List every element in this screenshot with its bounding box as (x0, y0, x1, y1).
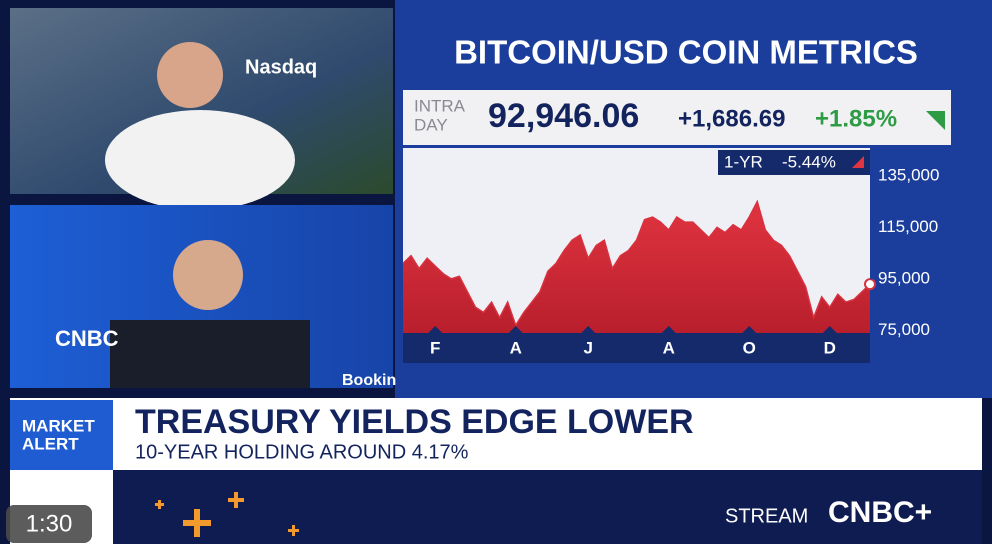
decoration (155, 492, 299, 537)
guest-suit (110, 320, 310, 388)
anchor-shirt (105, 110, 295, 210)
y-axis: 75,000 95,000 115,000 135,000 (870, 165, 939, 339)
x-tick-label: J (583, 338, 592, 357)
alert-tag: MARKET (22, 416, 95, 435)
time-badge (6, 505, 92, 543)
alert-tag: ALERT (22, 434, 79, 453)
stream-label: STREAM (725, 505, 808, 527)
x-tick (822, 326, 837, 333)
video-logo: CNBC (55, 326, 119, 351)
alert-tag-box (10, 400, 113, 470)
x-tick-label: A (510, 338, 522, 357)
quote-label: DAY (414, 115, 448, 134)
guest-head (173, 240, 243, 310)
plot (402, 199, 876, 333)
brand: CNBC+ (828, 496, 932, 529)
x-axis-band (403, 333, 870, 363)
quote-change: +1,686.69 (678, 105, 785, 132)
x-tick (428, 326, 443, 333)
y-tick-label: 135,000 (878, 165, 939, 184)
x-tick (661, 326, 676, 333)
video-logo: Nasdaq (245, 56, 317, 78)
area (403, 201, 870, 333)
chart-title: BITCOIN/USD COIN METRICS (454, 34, 918, 71)
quote-label: INTRA (414, 96, 466, 115)
x-tick-label: O (743, 338, 756, 357)
headline: TREASURY YIELDS EDGE LOWER (135, 403, 694, 441)
anchor-head (157, 42, 223, 108)
down-arrow (852, 156, 864, 168)
y-tick-label: 115,000 (878, 217, 938, 236)
lower-third (10, 398, 982, 470)
line (402, 199, 871, 327)
quote-bar (403, 90, 951, 145)
y-tick-label: 75,000 (878, 320, 930, 339)
x-tick (508, 326, 523, 333)
x-tick (581, 326, 596, 333)
last-point (864, 278, 876, 291)
period-change: -5.44% (782, 152, 836, 171)
up-arrow (926, 111, 945, 130)
time-label: 1:30 (26, 510, 73, 537)
x-tick-label: D (824, 338, 836, 357)
x-tick-label: A (663, 338, 675, 357)
x-tick (742, 326, 757, 333)
y-tick-label: 95,000 (878, 268, 930, 287)
quote-price: 92,946.06 (488, 97, 639, 135)
subheadline: 10-YEAR HOLDING AROUND 4.17% (135, 441, 469, 463)
x-tick-label: F (430, 338, 440, 357)
period-label: 1-YR (724, 152, 763, 171)
quote-change-percent: +1.85% (815, 105, 897, 132)
period-badge (718, 150, 870, 175)
ticker-strip (10, 470, 982, 544)
video-sign: Bookin (342, 372, 396, 389)
